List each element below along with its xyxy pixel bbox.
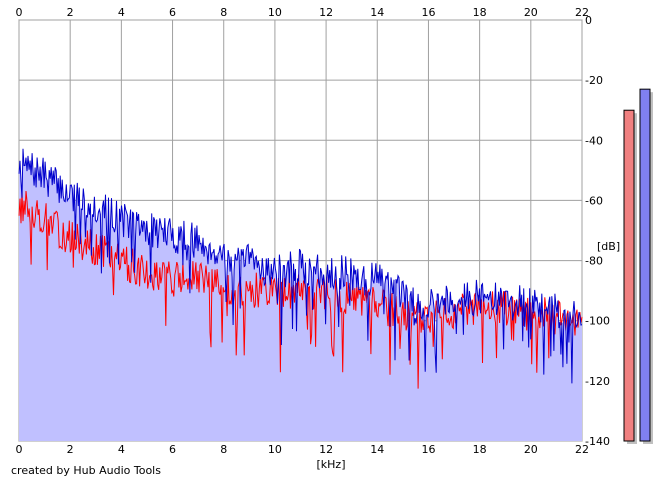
- y-tick-6: -120: [585, 375, 610, 388]
- x-tick-top-7: 14: [370, 6, 384, 19]
- x-tick-top-8: 16: [421, 6, 435, 19]
- x-tick-top-1: 2: [67, 6, 74, 19]
- y-tick-3: -60: [585, 194, 603, 207]
- y-tick-1: -20: [585, 74, 603, 87]
- x-tick-bottom-0: 0: [16, 443, 23, 456]
- x-tick-labels-top: 0 2 4 6 8 10 12 14 16 18 20 22: [16, 6, 590, 19]
- x-tick-top-9: 18: [473, 6, 487, 19]
- x-tick-top-0: 0: [16, 6, 23, 19]
- x-tick-top-6: 12: [319, 6, 333, 19]
- x-tick-bottom-2: 4: [118, 443, 125, 456]
- x-tick-top-3: 6: [169, 6, 176, 19]
- x-tick-labels-bottom: 0 2 4 6 8 10 12 14 16 18 20 22: [16, 443, 590, 456]
- y-axis-label: [dB]: [597, 240, 620, 253]
- spectrum-series: [18, 148, 583, 442]
- y-tick-2: -40: [585, 134, 603, 147]
- x-tick-top-2: 4: [118, 6, 125, 19]
- x-tick-bottom-8: 16: [421, 443, 435, 456]
- x-tick-top-11: 22: [575, 6, 589, 19]
- y-tick-7: -140: [585, 435, 610, 448]
- x-tick-top-4: 8: [220, 6, 227, 19]
- x-tick-bottom-10: 20: [524, 443, 538, 456]
- x-tick-bottom-3: 6: [169, 443, 176, 456]
- level-meters: [623, 88, 653, 445]
- x-tick-bottom-11: 22: [575, 443, 589, 456]
- meter-left: [623, 109, 635, 442]
- x-tick-bottom-7: 14: [370, 443, 384, 456]
- x-tick-bottom-1: 2: [67, 443, 74, 456]
- x-tick-bottom-6: 12: [319, 443, 333, 456]
- meter-right: [639, 88, 651, 442]
- x-tick-bottom-5: 10: [268, 443, 282, 456]
- y-tick-4: -80: [585, 255, 603, 268]
- series-0-line: [18, 148, 583, 384]
- x-tick-top-10: 20: [524, 6, 538, 19]
- x-tick-top-5: 10: [268, 6, 282, 19]
- y-tick-5: -100: [585, 315, 610, 328]
- x-axis-label: [kHz]: [317, 458, 346, 471]
- credit-text: created by Hub Audio Tools: [11, 464, 161, 477]
- x-tick-bottom-4: 8: [220, 443, 227, 456]
- y-tick-0: 0: [585, 14, 592, 27]
- y-tick-labels: 0 -20 -40 -60 -80 -100 -120 -140: [585, 14, 610, 448]
- series-1-line: [18, 190, 583, 389]
- x-tick-bottom-9: 18: [473, 443, 487, 456]
